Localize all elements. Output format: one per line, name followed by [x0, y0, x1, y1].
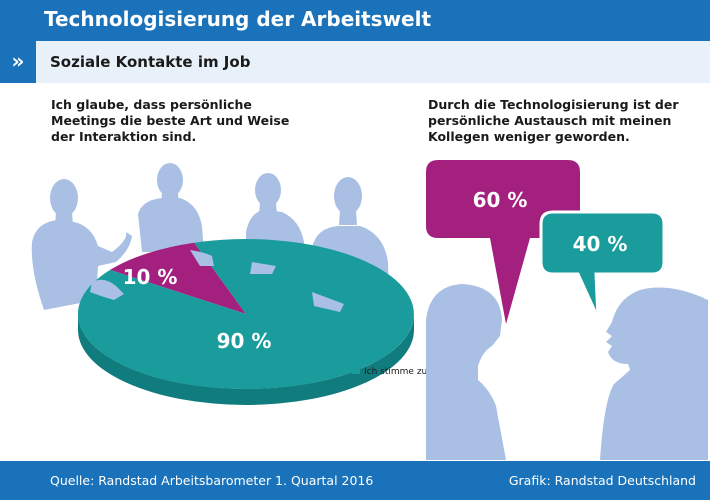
- pie-chart: 10 % 90 %: [77, 239, 414, 405]
- left-statement: Ich glaube, dass persönliche Meetings di…: [51, 97, 289, 145]
- woman-left-silhouette: [31, 179, 132, 310]
- right-statement-line: Durch die Technologisierung ist der: [428, 97, 679, 112]
- legend-label: Ich stimme zu: [364, 367, 427, 377]
- bubble-value-label: 60 %: [473, 188, 528, 212]
- right-statement-line: persönliche Austausch mit meinen: [428, 113, 672, 128]
- title-bar: Technologisierung der Arbeitswelt: [0, 0, 710, 41]
- right-statement-line: Kollegen weniger geworden.: [428, 129, 630, 144]
- footer-bar: Quelle: Randstad Arbeitsbarometer 1. Qua…: [0, 461, 710, 500]
- pie-slice-label-major: 90 %: [217, 329, 272, 353]
- talking-people-illustration: [426, 284, 708, 460]
- speech-bubble-chart: 60 % 40 %: [426, 160, 666, 324]
- pie-slice-label-minor: 10 %: [123, 265, 178, 289]
- source-note: Quelle: Randstad Arbeitsbarometer 1. Qua…: [50, 473, 374, 488]
- chevron-icon: »: [0, 41, 36, 83]
- speech-bubble-teal: [539, 210, 666, 319]
- legend-swatch: [352, 366, 360, 374]
- graphic-credit: Grafik: Randstad Deutschland: [508, 473, 696, 488]
- arms-on-table: [90, 250, 344, 312]
- bubble-value-label: 40 %: [573, 232, 628, 256]
- left-statement-line: Ich glaube, dass persönliche: [51, 97, 252, 112]
- subtitle: Soziale Kontakte im Job: [50, 53, 251, 71]
- page-title: Technologisierung der Arbeitswelt: [44, 7, 432, 31]
- subtitle-bar: » Soziale Kontakte im Job: [0, 41, 710, 83]
- woman-talking-silhouette: [426, 284, 506, 460]
- left-statement-line: der Interaktion sind.: [51, 129, 197, 144]
- man-talking-silhouette: [600, 287, 708, 460]
- right-statement: Durch die Technologisierung ist der pers…: [428, 97, 679, 145]
- pie-slice-major: [77, 239, 414, 390]
- left-statement-line: Meetings die beste Art und Weise: [51, 113, 290, 128]
- speech-bubble-purple: [426, 160, 580, 324]
- pie-side-rim: [78, 314, 414, 405]
- pie-slice-minor: [110, 242, 246, 314]
